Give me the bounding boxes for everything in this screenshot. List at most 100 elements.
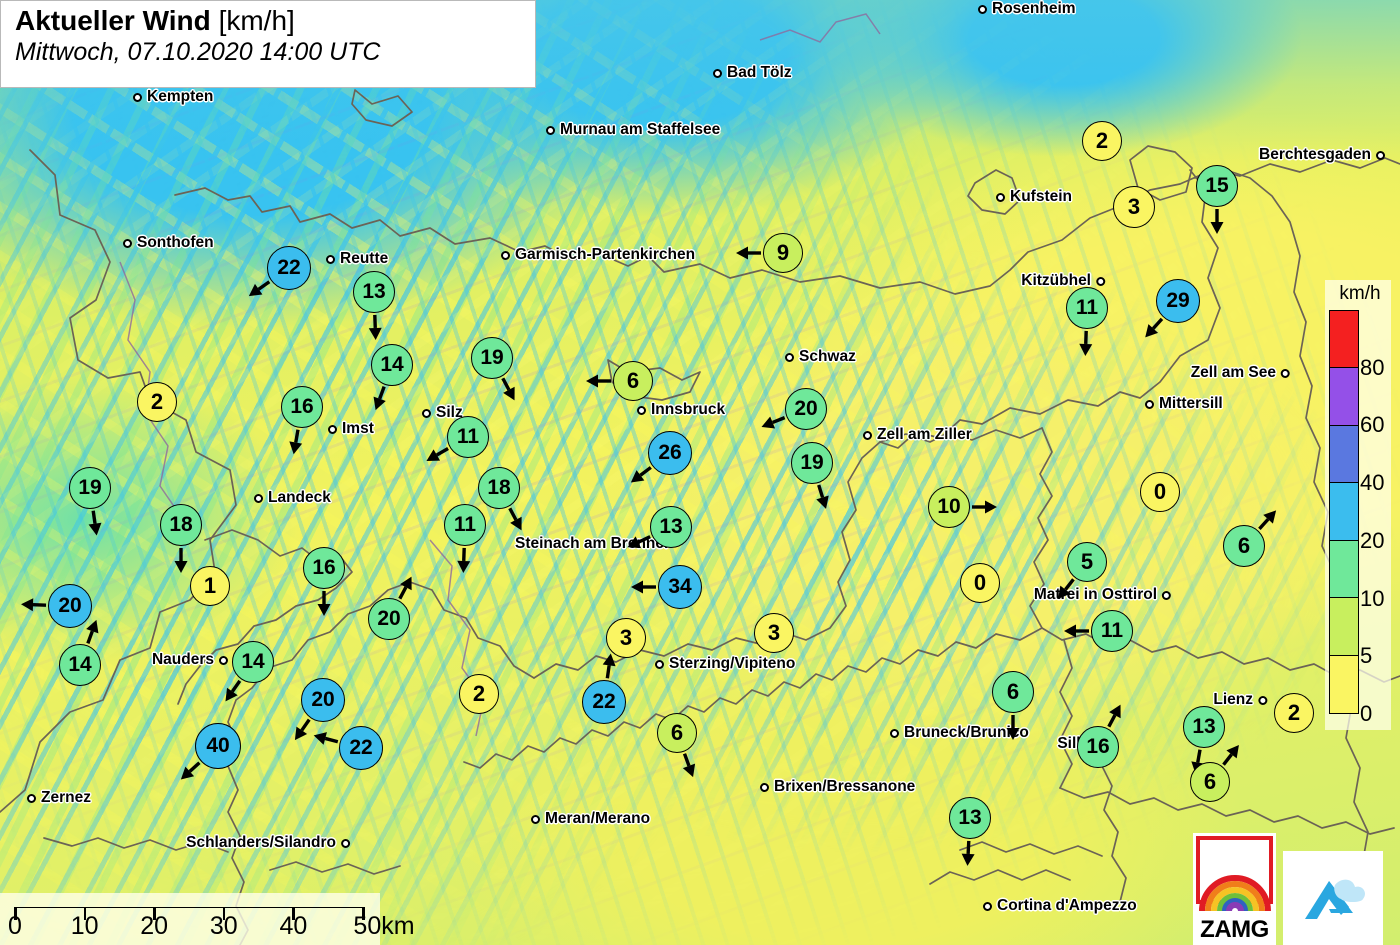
scalebar-panel	[0, 893, 380, 945]
city-label: Zell am Ziller	[877, 426, 972, 443]
wind-speed-bubble[interactable]: 13	[650, 506, 692, 548]
wind-speed-bubble[interactable]: 16	[303, 547, 345, 589]
city-dot-icon	[1145, 399, 1154, 409]
wind-speed-bubble[interactable]: 16	[281, 386, 323, 428]
legend-color-band	[1330, 368, 1358, 426]
city-marker: Sonthofen	[123, 234, 214, 252]
wind-speed-bubble[interactable]: 15	[1196, 165, 1238, 207]
wind-speed-bubble[interactable]: 22	[339, 726, 383, 770]
weather-partner-logo	[1283, 851, 1383, 945]
wind-speed-bubble[interactable]: 29	[1156, 279, 1200, 323]
scalebar-label: 20	[140, 912, 169, 940]
wind-speed-bubble[interactable]: 22	[582, 680, 626, 724]
city-marker: Garmisch-Partenkirchen	[501, 246, 695, 264]
wind-speed-bubble[interactable]: 14	[371, 344, 413, 386]
wind-speed-bubble[interactable]: 19	[471, 337, 513, 379]
city-marker: Schwaz	[785, 348, 856, 366]
wind-speed-bubble[interactable]: 13	[949, 797, 991, 839]
wind-speed-bubble[interactable]: 2	[1082, 121, 1122, 161]
wind-speed-bubble[interactable]: 18	[160, 504, 202, 546]
wind-speed-bubble[interactable]: 6	[992, 671, 1034, 713]
city-dot-icon	[133, 92, 142, 102]
city-marker: Reutte	[326, 250, 388, 268]
wind-speed-bubble[interactable]: 9	[763, 233, 803, 273]
wind-speed-bubble[interactable]: 14	[59, 644, 101, 686]
wind-speed-bubble[interactable]: 20	[785, 388, 827, 430]
city-label: Reutte	[340, 250, 389, 267]
city-label: Kempten	[147, 88, 214, 105]
city-label: Landeck	[268, 489, 331, 506]
wind-speed-bubble[interactable]: 14	[232, 641, 274, 683]
wind-speed-bubble[interactable]: 40	[195, 723, 241, 769]
city-dot-icon	[637, 405, 646, 415]
wind-speed-bubble[interactable]: 5	[1067, 542, 1107, 582]
city-marker: Steinach am Brenner	[510, 535, 670, 553]
wind-speed-bubble[interactable]: 19	[69, 467, 111, 509]
wind-speed-bubble[interactable]: 2	[459, 674, 499, 714]
wind-speed-bubble[interactable]: 6	[1190, 762, 1230, 802]
wind-speed-bubble[interactable]: 2	[137, 382, 177, 422]
city-marker: Silz	[422, 404, 463, 422]
scalebar-tick	[292, 907, 295, 920]
city-label: Berchtesgaden	[1259, 146, 1371, 163]
legend-color-band	[1330, 598, 1358, 656]
wind-speed-bubble[interactable]: 13	[1183, 706, 1225, 748]
wind-speed-bubble[interactable]: 13	[353, 271, 395, 313]
wind-speed-bubble[interactable]: 6	[657, 713, 697, 753]
city-marker: Zell am See	[1191, 364, 1290, 382]
scalebar-label: 30	[209, 912, 238, 940]
city-dot-icon	[996, 192, 1005, 202]
scalebar-tick	[14, 907, 17, 920]
scalebar-label: 40	[279, 912, 308, 940]
legend-tick-label: 20	[1360, 527, 1385, 553]
wind-speed-bubble[interactable]: 3	[606, 618, 646, 658]
wind-speed-bubble[interactable]: 6	[613, 361, 653, 401]
city-marker: Bruneck/Brunico	[890, 724, 1029, 742]
city-dot-icon	[655, 659, 664, 669]
city-label: Bad Tölz	[727, 64, 792, 81]
wind-speed-bubble[interactable]: 20	[301, 678, 345, 722]
wind-speed-bubble[interactable]: 19	[791, 442, 833, 484]
city-label: Lienz	[1213, 691, 1253, 708]
scalebar-tick	[362, 907, 365, 920]
city-marker: Schlanders/Silandro	[186, 834, 350, 852]
wind-speed-bubble[interactable]: 18	[478, 467, 520, 509]
scalebar-line	[14, 907, 362, 908]
wind-speed-bubble[interactable]: 11	[447, 416, 489, 458]
wind-speed-bubble[interactable]: 26	[648, 431, 692, 475]
city-label: Mittersill	[1159, 395, 1223, 412]
zamg-rainbow-icon	[1199, 875, 1271, 911]
legend-tick-label: 10	[1360, 585, 1385, 611]
legend-tick-label: 40	[1360, 470, 1385, 496]
city-dot-icon	[27, 793, 36, 803]
city-dot-icon	[422, 408, 431, 418]
wind-speed-bubble[interactable]: 22	[267, 246, 311, 290]
wind-speed-bubble[interactable]: 2	[1274, 693, 1314, 733]
city-marker: Matrei in Osttirol	[1034, 586, 1171, 604]
wind-speed-bubble[interactable]: 11	[1066, 287, 1108, 329]
wind-speed-bubble[interactable]: 11	[444, 504, 486, 546]
zamg-logo-text: ZAMG	[1200, 916, 1269, 943]
city-dot-icon	[890, 728, 899, 738]
city-label: Matrei in Osttirol	[1033, 586, 1157, 603]
city-dot-icon	[1376, 150, 1385, 160]
wind-speed-bubble[interactable]: 0	[960, 563, 1000, 603]
wind-speed-bubble[interactable]: 3	[754, 613, 794, 653]
title-unit-text: [km/h]	[218, 5, 295, 36]
city-label: Innsbruck	[651, 401, 726, 418]
legend-color-band	[1330, 540, 1358, 599]
wind-speed-bubble[interactable]: 34	[658, 565, 702, 609]
wind-speed-bubble[interactable]: 20	[368, 598, 410, 640]
wind-speed-bubble[interactable]: 10	[928, 486, 970, 528]
wind-speed-bubble[interactable]: 16	[1077, 726, 1119, 768]
city-marker: Kempten	[133, 88, 213, 106]
city-dot-icon	[546, 125, 555, 135]
wind-speed-bubble[interactable]: 11	[1091, 610, 1133, 652]
wind-speed-bubble[interactable]: 3	[1113, 186, 1155, 228]
wind-speed-bubble[interactable]: 1	[190, 566, 230, 606]
wind-speed-bubble[interactable]: 6	[1223, 525, 1265, 567]
wind-speed-bubble[interactable]: 0	[1140, 472, 1180, 512]
wind-speed-bubble[interactable]: 20	[48, 584, 92, 628]
city-label: Brixen/Bressanone	[774, 778, 916, 795]
